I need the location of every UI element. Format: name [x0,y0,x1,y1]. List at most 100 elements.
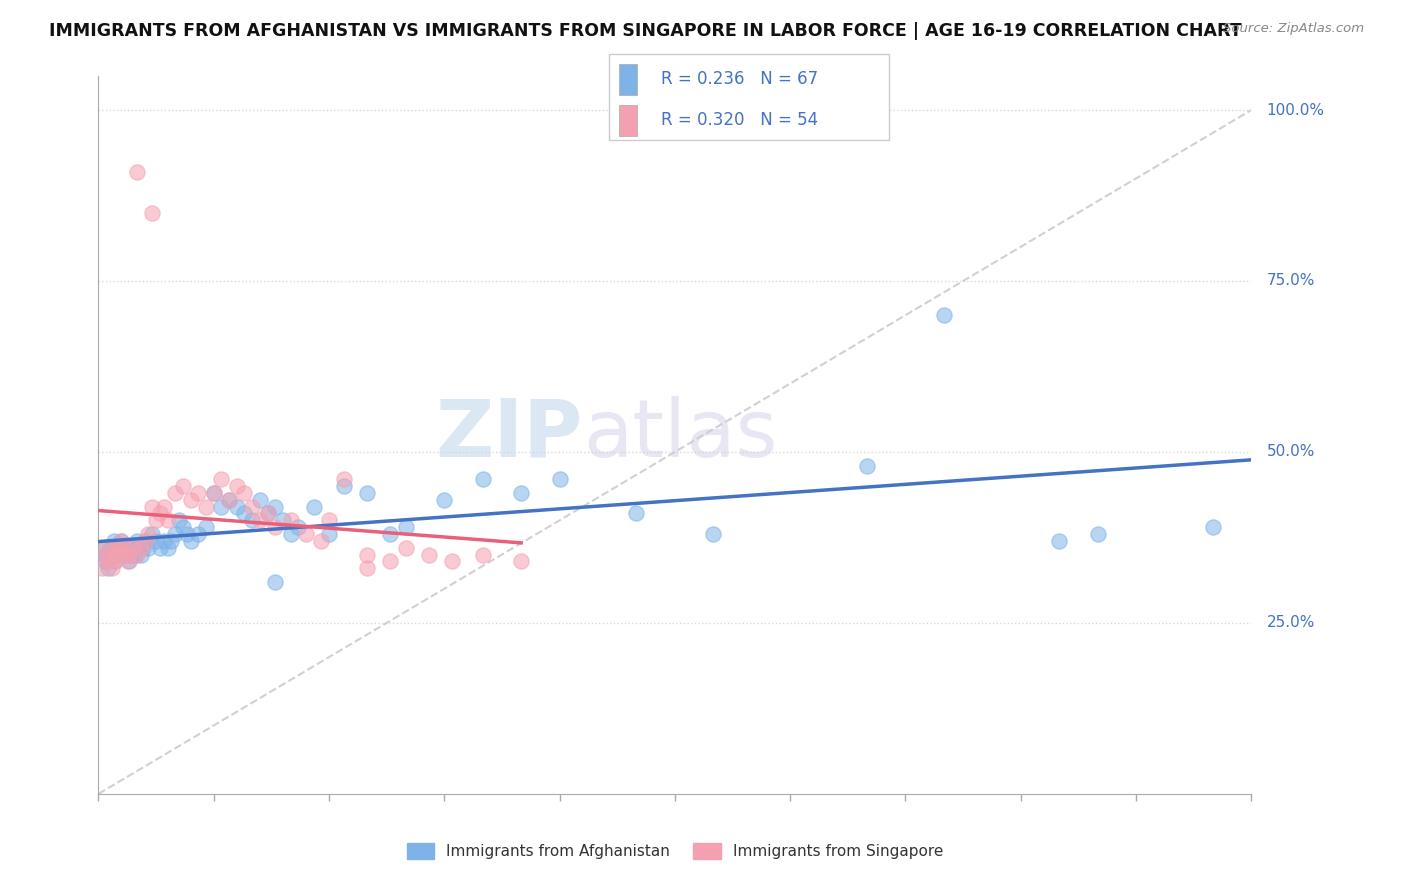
Point [97,554,120,568]
Point [433,492,456,507]
Point [145,513,167,527]
Point [134,533,156,548]
Text: R = 0.236   N = 67: R = 0.236 N = 67 [661,70,818,88]
Text: 25.0%: 25.0% [1267,615,1315,631]
Point [249,492,271,507]
Point [176,527,198,541]
Point [149,507,172,521]
Point [91,541,114,555]
Point [395,541,418,555]
Point [125,164,148,178]
Point [202,486,225,500]
Text: R = 0.320   N = 54: R = 0.320 N = 54 [661,112,818,129]
Point [256,507,278,521]
Text: IMMIGRANTS FROM AFGHANISTAN VS IMMIGRANTS FROM SINGAPORE IN LABOR FORCE | AGE 16: IMMIGRANTS FROM AFGHANISTAN VS IMMIGRANT… [49,22,1241,40]
Point [209,500,232,514]
Text: ZIP: ZIP [436,396,582,474]
Text: Source: ZipAtlas.com: Source: ZipAtlas.com [1223,22,1364,36]
Point [145,533,167,548]
Point [264,574,287,589]
Point [114,548,136,562]
Point [218,492,240,507]
Point [127,541,149,555]
Point [626,507,648,521]
Point [124,548,146,562]
Point [114,541,136,555]
Point [110,533,132,548]
Point [548,472,571,486]
Point [160,533,183,548]
Point [187,486,209,500]
Point [311,533,333,548]
Point [1047,533,1070,548]
Point [97,561,120,575]
Point [129,541,152,555]
Point [356,486,378,500]
Point [94,548,117,562]
Point [118,548,141,562]
Point [141,527,163,541]
Point [98,548,121,562]
Point [104,554,127,568]
Point [240,513,263,527]
Point [172,479,194,493]
Point [141,205,163,219]
Text: 75.0%: 75.0% [1267,274,1315,288]
Point [141,500,163,514]
Point [111,548,134,562]
Point [271,513,294,527]
Point [233,486,256,500]
Point [209,472,232,486]
Text: atlas: atlas [582,396,778,474]
Point [117,541,139,555]
Point [156,541,179,555]
Point [125,533,148,548]
Point [165,527,187,541]
Point [103,541,125,555]
Point [1202,520,1225,534]
Point [249,513,271,527]
Point [132,541,155,555]
Point [287,520,309,534]
Point [149,541,172,555]
Point [380,527,402,541]
Point [93,548,115,562]
Point [94,541,117,555]
Point [225,479,247,493]
Point [264,520,287,534]
Text: 100.0%: 100.0% [1267,103,1324,118]
Point [138,527,160,541]
Point [93,554,115,568]
Point [510,554,533,568]
Point [129,548,152,562]
Point [156,513,179,527]
Point [152,500,174,514]
Point [180,533,202,548]
Point [195,520,218,534]
Point [167,513,190,527]
Point [152,533,174,548]
Point [107,548,129,562]
Point [1087,527,1109,541]
Point [233,507,256,521]
Point [108,548,131,562]
Point [118,554,141,568]
Point [187,527,209,541]
Point [856,458,879,473]
Point [256,507,278,521]
Point [295,527,318,541]
Point [333,479,356,493]
Point [134,533,156,548]
Point [264,500,287,514]
Point [218,492,240,507]
Point [120,548,142,562]
Legend: Immigrants from Afghanistan, Immigrants from Singapore: Immigrants from Afghanistan, Immigrants … [401,837,949,865]
Point [101,548,124,562]
Point [510,486,533,500]
Point [702,527,724,541]
Point [440,554,463,568]
Point [318,527,340,541]
Point [356,561,378,575]
Point [302,500,325,514]
Point [165,486,187,500]
